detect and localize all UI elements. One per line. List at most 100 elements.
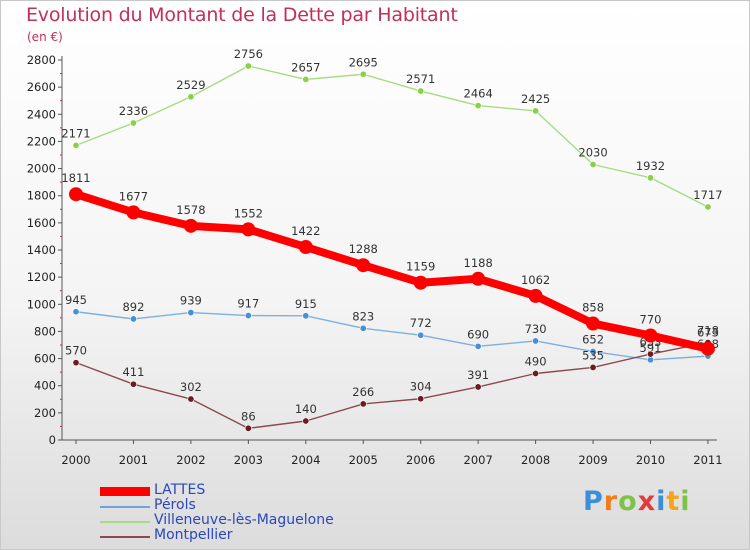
data-label-montpellier: 535 (582, 348, 604, 362)
x-tick-label: 2001 (119, 453, 148, 467)
y-tick-label: 2800 (27, 53, 56, 67)
y-tick-label: 2400 (27, 107, 56, 121)
data-label-villeneuve-les-maguelone: 2695 (349, 55, 378, 69)
series-line-lattes (72, 190, 712, 353)
data-point-montpellier (72, 359, 80, 367)
chart-unit: (en €) (27, 30, 63, 44)
data-label-villeneuve-les-maguelone: 2657 (291, 60, 320, 74)
data-point-villeneuve-les-maguelone (417, 87, 425, 95)
logo-letter: o (618, 486, 638, 517)
data-point-lattes (528, 288, 543, 303)
y-tick-label: 800 (34, 324, 56, 338)
data-label-perols: 823 (352, 309, 374, 323)
data-point-lattes (183, 218, 198, 233)
data-label-villeneuve-les-maguelone: 1717 (693, 188, 722, 202)
data-point-perols (244, 312, 252, 320)
data-label-villeneuve-les-maguelone: 2571 (406, 72, 435, 86)
x-tick-label: 2002 (176, 453, 205, 467)
data-point-villeneuve-les-maguelone (532, 107, 540, 115)
data-label-villeneuve-les-maguelone: 2171 (61, 126, 90, 140)
x-tick-label: 2011 (693, 453, 722, 467)
data-point-lattes (298, 240, 313, 255)
data-point-perols (302, 312, 310, 320)
data-label-lattes: 1288 (349, 242, 378, 256)
data-label-montpellier: 86 (241, 409, 256, 423)
data-label-villeneuve-les-maguelone: 2336 (119, 104, 148, 118)
y-tick-label: 1000 (27, 297, 56, 311)
y-tick-label: 200 (34, 406, 56, 420)
data-point-villeneuve-les-maguelone (474, 102, 482, 110)
data-point-lattes (700, 341, 715, 356)
legend-swatch (100, 506, 150, 508)
data-label-villeneuve-les-maguelone: 2425 (521, 92, 550, 106)
data-point-montpellier (187, 395, 195, 403)
x-tick-label: 2005 (349, 453, 378, 467)
data-point-villeneuve-les-maguelone (72, 141, 80, 149)
logo-letter: P (583, 486, 604, 517)
data-point-perols (589, 348, 597, 356)
data-point-villeneuve-les-maguelone (129, 119, 137, 127)
data-point-montpellier (532, 369, 540, 377)
data-point-montpellier (417, 395, 425, 403)
y-tick-label: 2000 (27, 162, 56, 176)
data-point-lattes (586, 316, 601, 331)
data-label-montpellier: 266 (352, 385, 374, 399)
y-tick-label: 0 (49, 433, 56, 447)
x-tick-label: 2010 (636, 453, 665, 467)
data-label-lattes: 1188 (464, 256, 493, 270)
data-point-villeneuve-les-maguelone (646, 174, 654, 182)
data-label-perols: 652 (582, 333, 604, 347)
data-label-lattes: 1677 (119, 189, 148, 203)
data-label-lattes: 673 (697, 326, 719, 340)
y-tick-label: 2200 (27, 134, 56, 148)
data-label-montpellier: 411 (122, 365, 144, 379)
data-point-villeneuve-les-maguelone (244, 62, 252, 70)
data-point-montpellier (646, 350, 654, 358)
data-point-montpellier (359, 400, 367, 408)
series-line-montpellier (75, 341, 709, 430)
data-label-lattes: 770 (640, 313, 662, 327)
legend-swatch (100, 521, 150, 523)
data-point-perols (187, 309, 195, 317)
data-point-villeneuve-les-maguelone (589, 161, 597, 169)
legend-label: Montpellier (154, 527, 233, 543)
data-label-montpellier: 718 (697, 324, 719, 338)
data-label-lattes: 1578 (176, 203, 205, 217)
data-label-perols: 917 (237, 297, 259, 311)
data-point-lattes (471, 271, 486, 286)
proxiti-logo: Proxiti (583, 486, 691, 517)
x-tick-label: 2000 (61, 453, 90, 467)
data-point-villeneuve-les-maguelone (704, 203, 712, 211)
x-tick-label: 2009 (578, 453, 607, 467)
legend-label: Pérols (154, 497, 196, 513)
data-label-perols: 915 (295, 297, 317, 311)
logo-letter: i (656, 486, 667, 517)
y-tick-label: 600 (34, 352, 56, 366)
logo-letter: t (666, 486, 681, 517)
data-point-lattes (241, 222, 256, 237)
legend-label: Villeneuve-lès-Maguelone (154, 512, 334, 528)
data-label-montpellier: 302 (180, 380, 202, 394)
logo-letter: x (637, 486, 657, 517)
data-label-montpellier: 490 (525, 355, 547, 369)
data-point-villeneuve-les-maguelone (187, 93, 195, 101)
data-label-perols: 730 (525, 322, 547, 336)
data-point-villeneuve-les-maguelone (359, 70, 367, 78)
data-label-lattes: 1552 (234, 206, 263, 220)
data-point-montpellier (589, 363, 597, 371)
data-label-montpellier: 140 (295, 402, 317, 416)
data-label-perols: 945 (65, 293, 87, 307)
y-tick-label: 1400 (27, 243, 56, 257)
y-tick-label: 1600 (27, 216, 56, 230)
data-point-montpellier (129, 380, 137, 388)
x-tick-label: 2004 (291, 453, 320, 467)
data-point-villeneuve-les-maguelone (302, 75, 310, 83)
data-point-lattes (413, 275, 428, 290)
data-label-lattes: 1422 (291, 224, 320, 238)
data-point-perols (359, 324, 367, 332)
data-label-montpellier: 304 (410, 380, 432, 394)
chart-title: Evolution du Montant de la Dette par Hab… (26, 4, 458, 26)
data-point-lattes (126, 205, 141, 220)
data-point-perols (532, 337, 540, 345)
